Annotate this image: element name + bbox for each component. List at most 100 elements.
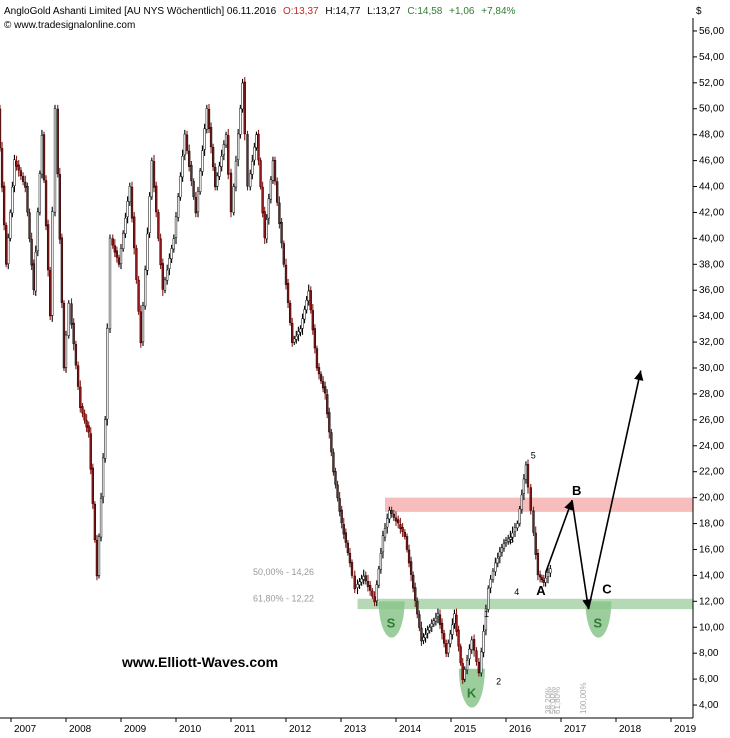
- price-candle: [40, 134, 44, 175]
- price-candle: [7, 237, 10, 265]
- resistance-zone: [385, 497, 693, 512]
- price-candle: [222, 144, 225, 156]
- price-candle: [150, 160, 153, 198]
- y-tick-label: 40,00: [699, 233, 724, 244]
- price-candle: [232, 186, 235, 213]
- price-candle: [284, 264, 288, 285]
- price-candle: [399, 524, 402, 529]
- price-candle: [177, 196, 180, 218]
- price-candle: [163, 279, 167, 291]
- price-candle: [315, 348, 319, 369]
- price-candle: [113, 245, 116, 253]
- y-tick-label: 4,00: [699, 700, 719, 711]
- vertical-fib-label-2: 61,80%: [553, 687, 562, 714]
- price-candle: [509, 537, 512, 540]
- price-candle: [489, 578, 492, 589]
- price-candle: [353, 575, 356, 590]
- wave-label-5: 5: [531, 451, 536, 461]
- price-candle: [32, 263, 35, 290]
- price-candle: [194, 197, 197, 214]
- y-tick-label: 20,00: [699, 493, 724, 504]
- price-candle: [544, 577, 547, 583]
- price-candle: [205, 108, 208, 130]
- price-candle: [246, 134, 249, 187]
- price-candle: [534, 532, 537, 555]
- y-tick-label: 26,00: [699, 415, 724, 426]
- price-candle: [301, 318, 304, 329]
- price-candle: [26, 185, 29, 213]
- price-candle: [161, 263, 164, 290]
- price-candle: [241, 82, 244, 110]
- price-candle: [477, 661, 481, 674]
- price-candle: [516, 523, 519, 529]
- price-candle: [328, 412, 331, 433]
- chart-title: AngloGold Ashanti Limited [AU NYS Wöchen…: [4, 6, 516, 17]
- price-candle: [76, 365, 80, 387]
- y-tick-label: 54,00: [699, 52, 724, 63]
- price-candle: [101, 457, 105, 498]
- y-tick-label: 16,00: [699, 544, 724, 555]
- price-candle: [511, 532, 514, 538]
- price-candle: [381, 535, 385, 553]
- price-candle: [388, 510, 391, 520]
- price-candle: [407, 549, 411, 564]
- price-candle: [414, 587, 417, 601]
- y-tick-label: 34,00: [699, 311, 724, 322]
- shoulder-marker-0: [378, 601, 405, 638]
- x-tick-label: 2013: [344, 724, 367, 735]
- y-tick-label: 42,00: [699, 207, 724, 218]
- price-candle: [428, 627, 431, 631]
- price-candle: [303, 309, 306, 320]
- price-candle: [137, 279, 140, 312]
- x-tick-label: 2007: [14, 724, 37, 735]
- price-candle: [139, 311, 142, 344]
- price-candle: [124, 217, 127, 234]
- price-candle: [420, 627, 423, 642]
- abc-label-A: A: [536, 583, 546, 598]
- y-tick-label: 8,00: [699, 648, 719, 659]
- price-candle: [369, 584, 372, 591]
- price-candle: [459, 646, 462, 664]
- price-candle: [111, 238, 114, 246]
- price-candle: [243, 81, 246, 135]
- price-candle: [379, 553, 383, 570]
- price-candle: [430, 623, 433, 627]
- price-candle: [324, 386, 327, 394]
- pattern-label-S-2: S: [593, 615, 602, 630]
- currency-label: $: [696, 6, 702, 17]
- x-tick-label: 2011: [234, 724, 256, 735]
- price-candle: [299, 328, 302, 333]
- y-tick-label: 14,00: [699, 570, 724, 581]
- price-candle: [317, 367, 321, 375]
- x-tick-label: 2009: [124, 724, 147, 735]
- price-candle: [271, 160, 275, 181]
- y-tick-label: 6,00: [699, 674, 719, 685]
- price-candle: [392, 513, 395, 518]
- price-candle: [373, 596, 376, 603]
- price-candle: [491, 570, 495, 580]
- price-candle: [209, 127, 213, 148]
- y-tick-label: 36,00: [699, 285, 724, 296]
- wave-label-3: 3: [509, 535, 514, 545]
- price-candle: [30, 238, 33, 266]
- price-candle: [346, 542, 350, 553]
- price-candle: [170, 248, 173, 260]
- price-candle: [128, 185, 131, 203]
- shoulder-marker-2: [585, 601, 612, 638]
- price-candle: [141, 305, 145, 343]
- y-tick-label: 28,00: [699, 389, 724, 400]
- price-candle: [251, 161, 254, 175]
- price-candle: [375, 584, 378, 602]
- price-candle: [119, 247, 123, 265]
- price-candle: [188, 150, 191, 167]
- price-candle: [377, 568, 380, 586]
- x-tick-label: 2017: [564, 724, 587, 735]
- price-candle: [293, 338, 296, 343]
- price-candle: [152, 161, 156, 188]
- price-candle: [457, 629, 460, 647]
- price-candle: [207, 109, 211, 129]
- price-candle: [451, 624, 454, 635]
- price-candle: [475, 650, 478, 662]
- price-candle: [360, 578, 363, 583]
- price-candle: [135, 248, 138, 280]
